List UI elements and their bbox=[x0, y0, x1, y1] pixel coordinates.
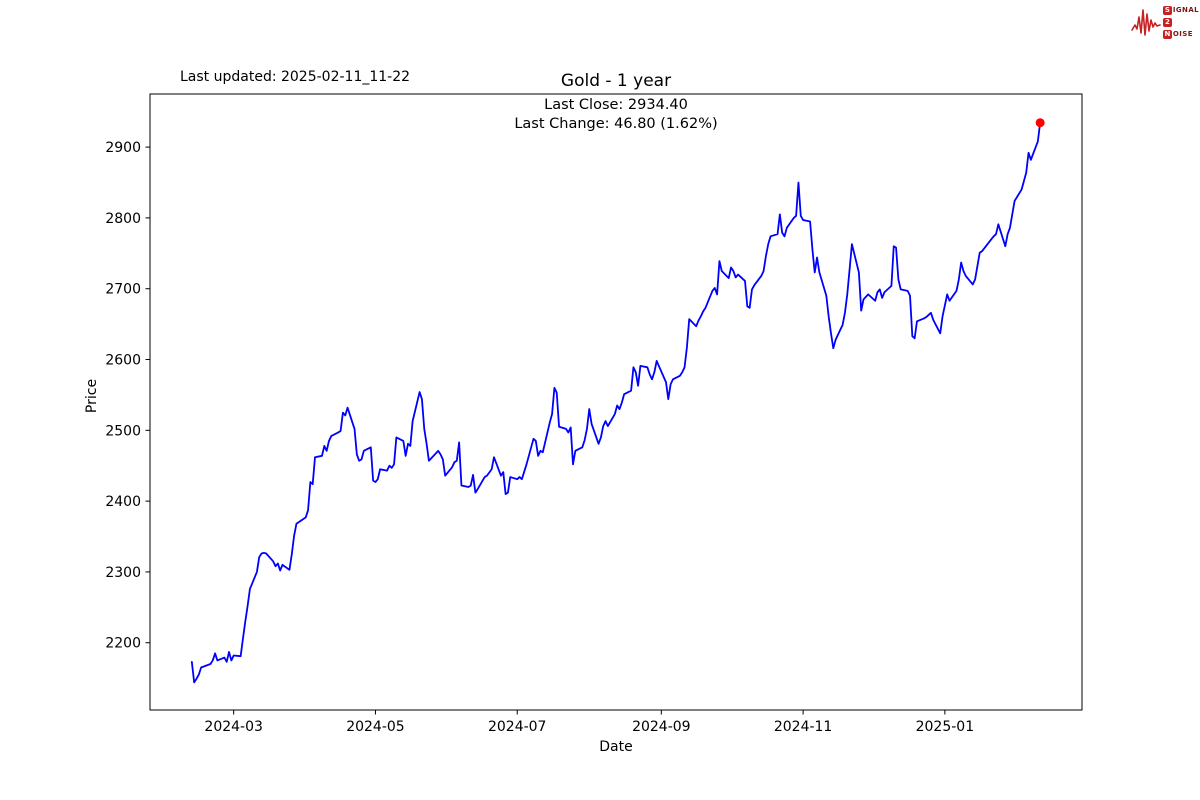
x-tick-label: 2025-01 bbox=[916, 719, 975, 735]
y-tick-label: 2300 bbox=[105, 565, 141, 581]
y-tick-label: 2700 bbox=[105, 282, 141, 298]
y-tick-label: 2500 bbox=[105, 423, 141, 439]
y-tick-label: 2400 bbox=[105, 494, 141, 510]
x-tick-label: 2024-09 bbox=[632, 719, 691, 735]
logo-box-2: 2 bbox=[1162, 17, 1172, 27]
x-tick-label: 2024-05 bbox=[346, 719, 405, 735]
logo-box-s: S bbox=[1162, 5, 1172, 15]
y-tick-label: 2900 bbox=[105, 140, 141, 156]
last-close-text: Last Close: 2934.40 bbox=[544, 97, 688, 113]
gold-price-line bbox=[190, 121, 1042, 684]
signal2noise-logo: S IGNAL 2 N OISE bbox=[1131, 4, 1199, 40]
y-tick-label: 2800 bbox=[105, 211, 141, 227]
last-updated-text: Last updated: 2025-02-11_11-22 bbox=[180, 69, 411, 85]
chart-title: Gold - 1 year bbox=[560, 71, 672, 91]
axes-spines bbox=[149, 93, 1083, 711]
last-close-marker bbox=[1035, 118, 1045, 128]
x-axis-label: Date bbox=[599, 739, 633, 755]
logo-word-signal: S IGNAL bbox=[1162, 5, 1199, 15]
y-tick-label: 2600 bbox=[105, 353, 141, 369]
waveform-icon bbox=[1131, 9, 1161, 36]
x-tick-label: 2024-07 bbox=[488, 719, 547, 735]
y-tick-label: 2200 bbox=[105, 636, 141, 652]
x-tick-label: 2024-11 bbox=[774, 719, 833, 735]
last-change-text: Last Change: 46.80 (1.62%) bbox=[514, 116, 718, 132]
logo-word-2: 2 bbox=[1162, 17, 1199, 27]
chart-annotation: Last Close: 2934.40 Last Change: 46.80 (… bbox=[150, 96, 1082, 134]
logo-word-noise: N OISE bbox=[1162, 29, 1193, 39]
logo-box-n: N bbox=[1162, 29, 1172, 39]
x-tick-label: 2024-03 bbox=[204, 719, 263, 735]
